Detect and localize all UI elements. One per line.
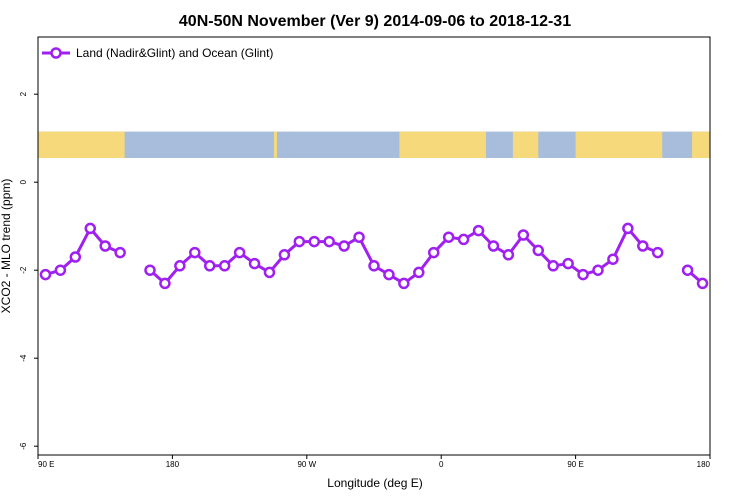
data-point [159,277,171,290]
x-tick-label: 180 [166,460,180,469]
data-point [39,268,52,281]
data-point [189,246,201,259]
data-point [99,240,111,252]
x-tick-label: 0 [439,460,444,469]
y-axis-title: XCO2 - MLO trend (ppm) [0,179,13,314]
data-point [457,233,470,246]
y-tick-label: 2 [19,91,28,96]
world-map-strip [38,131,710,158]
data-point [637,240,649,252]
data-point [607,253,619,265]
legend-marker [50,47,62,59]
data-point [84,222,97,235]
data-point [547,260,559,272]
land-region [38,131,125,158]
data-point [502,249,515,261]
land-region [692,131,710,158]
legend-entry: Land (Nadir&Glint) and Ocean (Glint) [76,46,273,60]
data-point [338,240,350,252]
y-tick-label: -4 [19,354,28,362]
y-tick-label: 0 [19,179,28,184]
data-point [218,260,231,272]
data-point [427,246,440,259]
data-point [203,260,216,272]
data-point [323,235,335,248]
plot-frame [37,36,711,456]
data-point [398,277,410,290]
y-tick-label: -6 [19,442,28,450]
land-region [399,131,486,158]
data-point [233,246,246,259]
data-point [622,222,634,235]
land-region [512,131,539,158]
data-point [69,251,82,263]
data-point [383,268,395,281]
data-point [592,264,604,276]
data-point [278,249,291,261]
data-point [293,235,306,248]
x-axis: 90 E 180 90 W 0 90 E 180 [37,455,711,469]
data-point [368,260,380,272]
x-tick-label: 90 E [567,460,583,469]
data-point [577,268,589,281]
data-point [54,264,67,276]
data-point [248,257,261,270]
data-point [174,260,186,272]
data-point [472,224,485,237]
y-axis: 2 0 -2 -4 -6 [19,91,38,450]
data-point [263,266,276,279]
data-point [353,231,365,243]
legend: Land (Nadir&Glint) and Ocean (Glint) [42,46,273,60]
x-tick-label: 90 W [297,460,316,469]
data-point [651,246,664,259]
data-point [696,277,709,290]
x-axis-title: Longitude (deg E) [327,476,422,490]
data-point [442,231,455,243]
data-point [517,229,530,241]
data-point [562,257,574,270]
data-point [114,246,126,259]
x-tick-label: 180 [697,460,711,469]
data-point [487,240,500,252]
chart-title: 40N-50N November (Ver 9) 2014-09-06 to 2… [179,13,571,30]
data-point [308,235,321,248]
data-point [532,244,545,257]
land-region [575,131,663,158]
y-tick-label: -2 [19,266,28,274]
data-point [144,264,156,276]
data-point [681,264,694,276]
data-point [413,266,425,279]
land-region [273,131,277,158]
x-tick-label: 90 E [38,460,54,469]
series-land-ocean [39,222,709,290]
